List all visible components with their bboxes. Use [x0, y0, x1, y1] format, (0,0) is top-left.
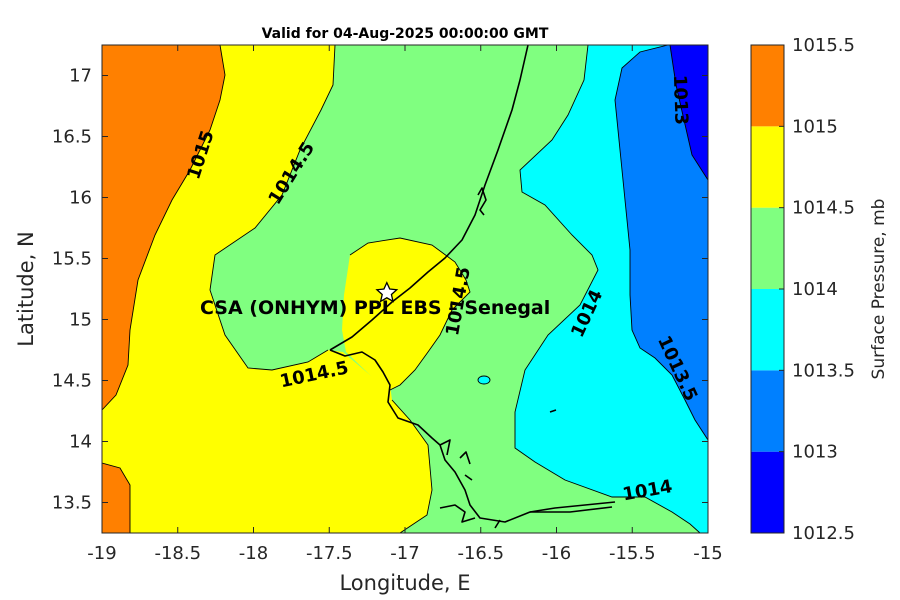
y-tick-label: 15.5: [52, 249, 92, 270]
contour-lines: [102, 45, 708, 533]
y-axis-label: Latitude, N: [14, 231, 38, 347]
x-tick-label: -15: [693, 543, 722, 564]
site-label: CSA (ONHYM) PPL EBS – Senegal: [200, 297, 550, 319]
colorbar-swatch: [751, 45, 784, 127]
colorbar: 1012.5 1013 1013.5 1014 1014.5 1015 1015.5: [750, 35, 855, 544]
x-tick-label: -16: [542, 543, 571, 564]
colorbar-tick-label: 1015.5: [792, 35, 855, 56]
band-1014-5-center: [342, 238, 470, 390]
colorbar-swatch: [751, 207, 784, 289]
colorbar-tick-label: 1012.5: [792, 523, 855, 544]
x-tick-label: -18.5: [154, 543, 201, 564]
colorbar-label: Surface Pressure, mb: [869, 199, 889, 380]
colorbar-tick-label: 1014: [792, 279, 838, 300]
band-1015-sw: [102, 463, 130, 533]
x-tick-label: -16.5: [457, 543, 504, 564]
cyan-island: [478, 376, 490, 384]
band-1012-5: [670, 45, 708, 180]
y-tick-label: 15: [69, 310, 92, 331]
y-tick-label: 14.5: [52, 371, 92, 392]
star-marker: [375, 281, 399, 303]
band-1015: [102, 45, 225, 410]
axis-ticks: -19 -18.5 -18 -17.5 -17 -16.5 -16 -15.5 -15 13.5 1…: [52, 45, 723, 564]
x-tick-label: -18: [239, 543, 268, 564]
colorbar-tick-label: 1013: [792, 442, 838, 463]
contour-label: 1013: [669, 75, 692, 126]
map-title: Valid for 04-Aug-2025 00:00:00 GMT: [262, 26, 549, 42]
contour-label-text: 1013: [669, 75, 692, 126]
colorbar-swatch: [751, 126, 784, 208]
coastline: [329, 45, 616, 529]
x-tick-label: -17: [390, 543, 419, 564]
x-tick-label: -17.5: [306, 543, 353, 564]
y-tick-label: 13.5: [52, 493, 92, 514]
y-tick-label: 16: [69, 188, 92, 209]
y-tick-label: 14: [69, 432, 92, 453]
colorbar-tick-label: 1015: [792, 116, 838, 137]
colorbar-tick-label: 1014.5: [792, 198, 855, 219]
band-1013: [615, 45, 708, 440]
colorbar-swatch: [751, 370, 784, 452]
x-tick-label: -19: [87, 543, 116, 564]
x-tick-label: -15.5: [609, 543, 656, 564]
colorbar-swatch: [751, 451, 784, 533]
y-tick-label: 17: [69, 66, 92, 87]
colorbar-swatch: [751, 289, 784, 371]
x-axis-label: Longitude, E: [339, 571, 470, 595]
colorbar-tick-label: 1013.5: [792, 360, 855, 381]
y-tick-label: 16.5: [52, 127, 92, 148]
